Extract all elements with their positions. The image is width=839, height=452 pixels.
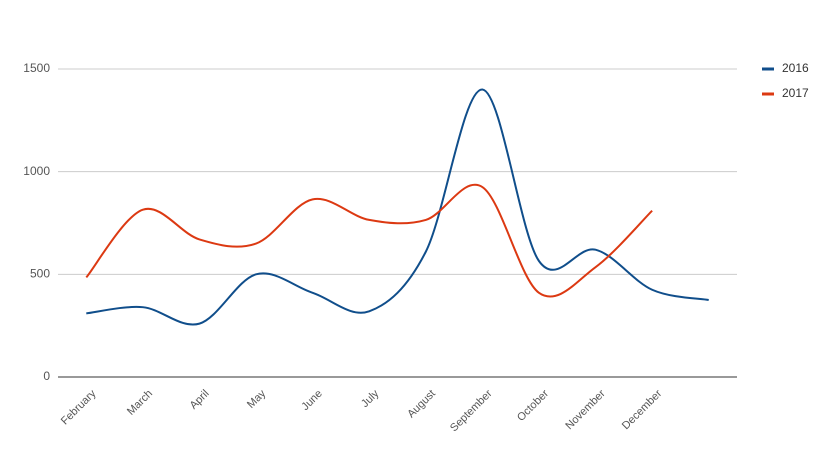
y-tick-label: 1000 — [23, 164, 50, 178]
x-tick-label: December — [620, 387, 665, 432]
series-line — [85, 183, 653, 298]
x-tick-label: May — [245, 387, 269, 411]
x-tick-label: September — [448, 387, 495, 434]
x-tick-label: April — [188, 388, 212, 412]
series-line — [86, 88, 709, 326]
x-tick-label: October — [515, 387, 551, 423]
x-tick-label: November — [563, 387, 608, 432]
legend-label: 2016 — [782, 61, 809, 75]
y-tick-label: 0 — [43, 369, 50, 383]
x-tick-label: February — [59, 387, 99, 427]
x-tick-label: August — [405, 388, 438, 421]
y-tick-label: 1500 — [23, 61, 50, 75]
x-tick-label: July — [359, 387, 382, 410]
x-tick-label: March — [125, 388, 155, 418]
legend-label: 2017 — [782, 86, 809, 100]
x-tick-label: June — [299, 388, 324, 413]
y-tick-label: 500 — [30, 267, 50, 281]
